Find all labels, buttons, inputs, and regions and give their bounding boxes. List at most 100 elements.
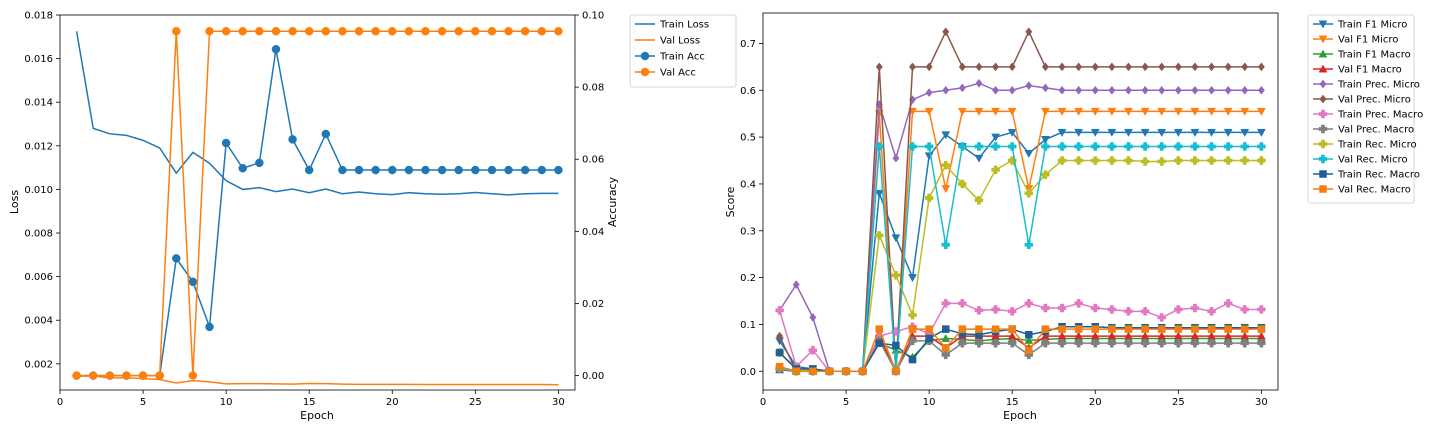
data-point-val-f1-micro [1057, 107, 1067, 116]
data-point-train-prec-micro [925, 88, 933, 98]
data-point-val-prec-macro [1240, 338, 1250, 348]
data-point-train-prec-micro [1124, 85, 1133, 95]
data-point-val-acc [304, 26, 314, 36]
data-point-train-prec-macro [1174, 305, 1183, 314]
y2-tick-label: 0.04 [582, 227, 604, 238]
legend-label-train-rec-macro: Train Rec. Macro [1337, 170, 1420, 181]
y-tick-label: 0.008 [24, 229, 53, 240]
data-point-train-prec-macro [1240, 305, 1250, 314]
data-point-train-prec-micro [958, 83, 966, 93]
y2-tick-label: 0.10 [582, 11, 604, 22]
data-point-train-acc [371, 165, 380, 175]
data-point-val-acc [371, 26, 380, 36]
y2-axis-label-left: Accuracy [606, 176, 619, 227]
data-point-train-rec-macro [1025, 330, 1033, 339]
y-tick-label: 0.0 [740, 367, 756, 378]
data-point-val-prec-micro [1108, 62, 1116, 72]
data-point-train-prec-macro [1157, 313, 1166, 322]
legend-label-train-rec-micro: Train Rec. Micro [1337, 140, 1417, 151]
data-point-val-acc [354, 26, 364, 36]
data-point-train-prec-micro [942, 85, 950, 95]
legend-marker-train-acc [640, 51, 650, 61]
data-point-val-rec-micro [1157, 142, 1166, 151]
data-point-train-acc [421, 165, 430, 175]
y-tick-label: 0.3 [740, 226, 756, 237]
data-point-train-prec-micro [1241, 85, 1249, 95]
legend-right: Train F1 Micro Val F1 Micro Train F1 Macro… [1307, 14, 1423, 204]
data-point-val-acc [388, 26, 397, 36]
data-point-val-rec-macro [1191, 325, 1199, 333]
data-point-val-acc [88, 371, 98, 380]
data-point-train-acc [454, 165, 463, 175]
data-point-train-rec-micro [1257, 156, 1266, 165]
data-point-val-rec-micro [1140, 142, 1150, 151]
x-tick-label: 25 [1172, 397, 1185, 408]
data-point-val-rec-micro [1024, 240, 1034, 250]
x-tick-label: 0 [57, 397, 63, 408]
data-point-val-rec-micro [1257, 142, 1266, 151]
data-point-train-prec-micro [1108, 85, 1116, 95]
data-point-val-rec-micro [1091, 142, 1100, 151]
data-point-val-acc [271, 26, 281, 36]
y-tick-label: 0.7 [740, 39, 756, 50]
data-point-train-rec-micro [875, 231, 884, 240]
data-point-val-rec-macro [1224, 325, 1232, 333]
data-point-train-rec-micro [1024, 189, 1034, 198]
x-tick-label: 10 [923, 397, 936, 408]
data-point-val-prec-micro [1075, 62, 1083, 72]
data-point-val-rec-macro [991, 325, 1000, 333]
y-tick-label: 0.012 [24, 141, 53, 152]
data-point-val-f1-micro [924, 107, 934, 116]
data-point-val-rec-macro [1157, 325, 1166, 333]
data-point-train-acc [354, 165, 364, 175]
data-point-val-rec-macro [825, 367, 834, 376]
legend-marker-val-rec-micro [1318, 154, 1328, 164]
data-point-train-acc [288, 135, 297, 144]
data-point-val-rec-macro [842, 367, 850, 376]
data-point-val-prec-micro [925, 62, 933, 72]
data-point-train-acc [388, 165, 397, 175]
data-point-train-rec-micro [1107, 156, 1117, 165]
data-point-train-acc [255, 158, 264, 168]
y-axis-label-right: Score [724, 186, 737, 217]
data-point-train-prec-macro [1007, 307, 1017, 316]
data-point-train-prec-macro [1074, 299, 1083, 308]
legend-label-train-f1-micro: Train F1 Micro [1337, 20, 1407, 31]
data-point-val-rec-micro [908, 142, 917, 151]
data-point-train-f1-micro [1240, 128, 1250, 137]
legend-marker-val-rec-macro [1319, 185, 1327, 193]
data-point-val-prec-micro [1257, 62, 1265, 72]
legend-marker-train-prec-micro [1319, 79, 1327, 89]
data-point-train-prec-macro [1207, 307, 1216, 316]
data-point-train-prec-micro [1174, 85, 1182, 95]
data-point-train-prec-macro [891, 327, 901, 336]
data-point-val-acc [504, 26, 513, 36]
data-point-train-f1-micro [1207, 128, 1216, 137]
data-point-train-f1-micro [1074, 128, 1084, 137]
legend-label-val-f1-micro: Val F1 Micro [1338, 35, 1398, 46]
x-tick-label: 30 [552, 397, 565, 408]
data-point-val-prec-macro [958, 338, 967, 348]
x-axis-label-right: Epoch [1003, 409, 1037, 422]
legend-label-val-prec-macro: Val Prec. Macro [1338, 125, 1414, 136]
data-point-train-rec-micro [1174, 156, 1183, 165]
data-point-val-prec-macro [1140, 338, 1150, 348]
data-point-val-acc [437, 26, 447, 36]
data-point-val-prec-micro [958, 62, 966, 72]
data-point-train-rec-micro [958, 179, 967, 189]
data-point-val-prec-macro [1041, 338, 1050, 348]
data-point-train-f1-micro [1107, 128, 1117, 137]
loss-accuracy-chart: 0 5 10 15 20 25 30 0.002 0.004 0.006 0.008 0.010 0.0… [8, 11, 737, 422]
data-point-train-prec-macro [1257, 305, 1266, 314]
data-point-train-f1-micro [1040, 135, 1050, 144]
data-point-train-prec-macro [941, 299, 950, 308]
data-point-train-acc [321, 129, 331, 139]
data-point-train-rec-macro [941, 325, 950, 333]
data-point-train-prec-macro [1190, 303, 1200, 313]
y2-tick-label: 0.06 [582, 155, 604, 166]
data-point-train-prec-micro [1158, 85, 1166, 95]
data-point-train-rec-micro [1240, 156, 1250, 165]
data-point-val-rec-micro [1223, 142, 1233, 151]
data-point-train-acc [304, 165, 314, 175]
data-point-train-acc [404, 165, 414, 175]
